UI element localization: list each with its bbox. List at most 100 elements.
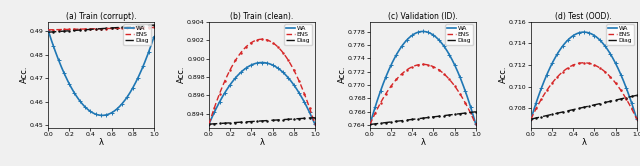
Diag — [462, 112, 470, 114]
ENS — [109, 27, 116, 29]
ENS — [463, 104, 470, 106]
Diag — [527, 118, 535, 120]
Legend: WA, ENS, Diag: WA, ENS, Diag — [284, 25, 312, 45]
WA — [270, 65, 278, 67]
WA — [633, 118, 640, 120]
WA — [590, 34, 598, 36]
Diag — [633, 94, 640, 96]
ENS — [258, 38, 266, 40]
WA — [429, 34, 437, 36]
Diag — [589, 104, 597, 106]
X-axis label: λ: λ — [420, 138, 426, 147]
ENS — [108, 27, 115, 29]
ENS — [133, 27, 141, 29]
ENS — [301, 95, 309, 97]
WA — [431, 35, 439, 37]
ENS — [311, 123, 319, 125]
Title: (d) Test (OOD).: (d) Test (OOD). — [556, 12, 612, 21]
WA — [592, 36, 600, 38]
Diag — [623, 97, 631, 99]
WA — [258, 62, 266, 64]
X-axis label: λ: λ — [99, 138, 104, 147]
Diag — [108, 27, 115, 29]
ENS — [617, 89, 625, 91]
Y-axis label: Acc.: Acc. — [177, 66, 186, 83]
WA — [367, 122, 374, 124]
WA — [269, 64, 276, 66]
ENS — [270, 43, 278, 45]
Line: WA: WA — [48, 30, 154, 115]
ENS — [591, 64, 598, 66]
WA — [472, 124, 479, 125]
Line: WA: WA — [531, 32, 637, 119]
Line: WA: WA — [370, 31, 476, 124]
WA — [617, 73, 625, 75]
Line: Diag: Diag — [370, 112, 476, 124]
ENS — [633, 118, 640, 120]
Line: ENS: ENS — [370, 64, 476, 124]
WA — [623, 89, 631, 91]
Line: Diag: Diag — [48, 25, 154, 32]
Diag — [616, 98, 624, 100]
WA — [456, 75, 463, 77]
Diag — [205, 123, 213, 125]
WA — [99, 114, 106, 116]
WA — [205, 123, 213, 125]
Y-axis label: Acc.: Acc. — [20, 66, 29, 83]
Diag — [140, 25, 148, 27]
ENS — [140, 27, 148, 29]
Diag — [294, 118, 302, 120]
WA — [45, 30, 52, 32]
WA — [527, 118, 535, 120]
ENS — [366, 124, 374, 125]
ENS — [269, 42, 276, 43]
Diag — [472, 111, 479, 113]
Legend: WA, ENS, Diag: WA, ENS, Diag — [606, 25, 634, 45]
X-axis label: λ: λ — [259, 138, 264, 147]
ENS — [45, 29, 52, 31]
WA — [429, 34, 437, 36]
Y-axis label: Acc.: Acc. — [337, 66, 346, 83]
Diag — [268, 119, 276, 121]
WA — [295, 91, 303, 93]
ENS — [472, 124, 479, 125]
ENS — [429, 66, 437, 68]
ENS — [419, 63, 426, 65]
Title: (c) Validation (ID).: (c) Validation (ID). — [388, 12, 458, 21]
ENS — [107, 27, 115, 29]
Diag — [301, 117, 308, 119]
Diag — [205, 123, 213, 125]
ENS — [429, 66, 437, 68]
Title: (b) Train (clean).: (b) Train (clean). — [230, 12, 294, 21]
ENS — [295, 79, 303, 81]
ENS — [623, 100, 631, 102]
Legend: WA, ENS, Diag: WA, ENS, Diag — [445, 25, 473, 45]
WA — [301, 103, 309, 105]
Line: Diag: Diag — [209, 118, 315, 124]
Line: Diag: Diag — [531, 95, 637, 119]
ENS — [150, 27, 157, 29]
WA — [150, 36, 157, 38]
Diag — [268, 119, 275, 121]
WA — [527, 117, 535, 119]
Diag — [107, 27, 115, 29]
WA — [580, 31, 588, 33]
WA — [109, 111, 117, 113]
WA — [141, 62, 148, 64]
WA — [419, 30, 426, 32]
ENS — [580, 62, 588, 64]
Title: (a) Train (corrupt).: (a) Train (corrupt). — [66, 12, 136, 21]
Diag — [45, 31, 52, 33]
WA — [366, 124, 374, 125]
Line: ENS: ENS — [48, 28, 154, 30]
ENS — [590, 64, 598, 66]
Y-axis label: Acc.: Acc. — [499, 66, 508, 83]
WA — [311, 123, 319, 125]
Diag — [270, 119, 278, 121]
WA — [205, 122, 213, 124]
ENS — [44, 29, 52, 31]
Diag — [527, 118, 535, 120]
ENS — [205, 123, 213, 125]
Legend: WA, ENS, Diag: WA, ENS, Diag — [124, 25, 151, 45]
Diag — [367, 124, 374, 125]
